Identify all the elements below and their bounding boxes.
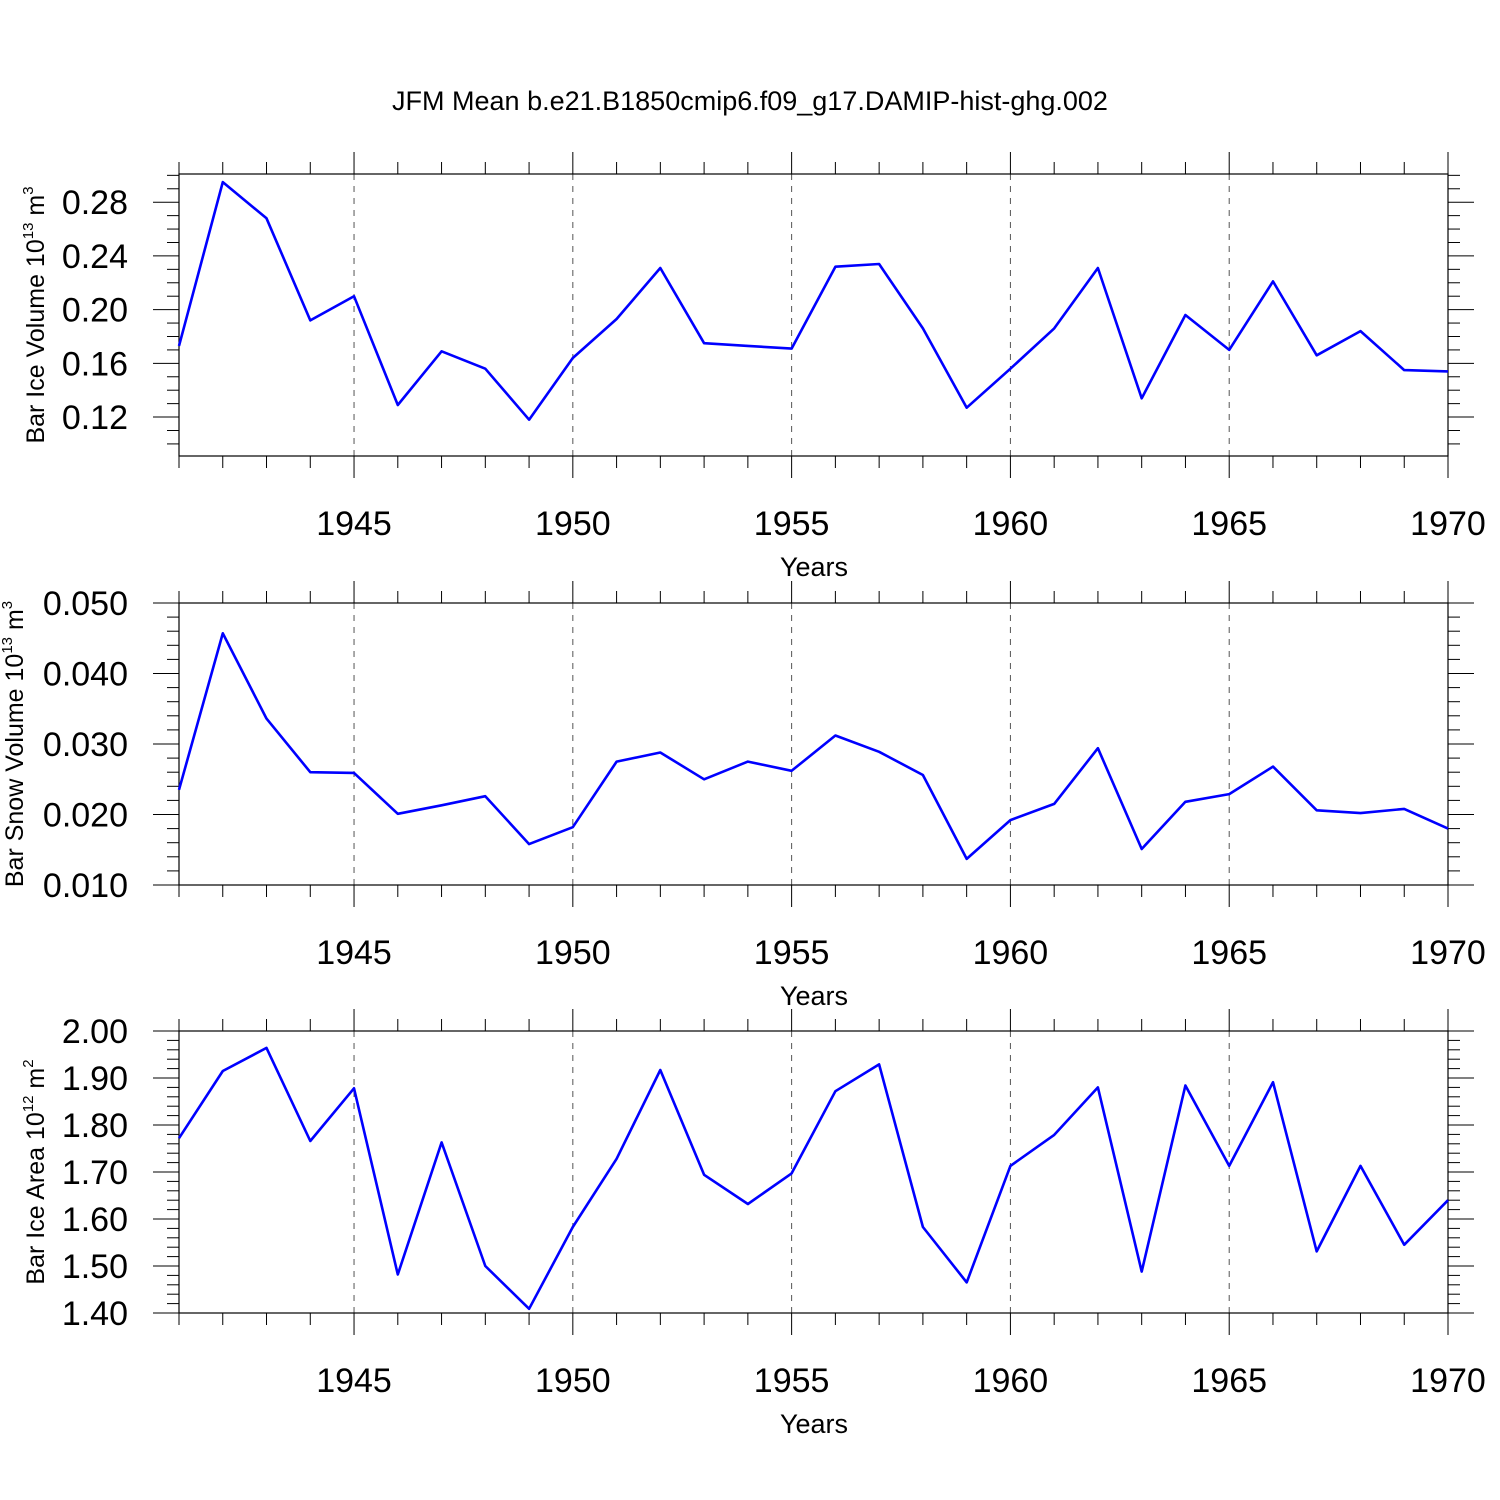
y-axis-label: Bar Snow Volume 1013 m3 [0, 601, 29, 887]
x-tick-label: 1945 [316, 505, 392, 543]
y-axis-label-part: m [22, 1068, 50, 1096]
y-tick-label: 0.020 [43, 797, 128, 835]
y-tick-label: 1.60 [62, 1201, 128, 1239]
plot-frame [178, 1030, 1449, 1314]
x-tick-label: 1955 [754, 1362, 830, 1400]
y-axis-label-superscript: 13 [0, 637, 16, 654]
y-axis-label-superscript: 2 [20, 1059, 37, 1067]
panel-2: 0.010 0.020 0.030 0.040 0.050 1945 1950 1955 196… [0, 581, 1486, 1011]
y-tick-label: 0.030 [43, 726, 128, 764]
y-axis-label: Bar Ice Volume 1013 m3 [20, 186, 50, 443]
y-axis-label-superscript: 12 [20, 1096, 37, 1113]
y-tick-label: 1.80 [62, 1107, 128, 1145]
x-tick-label: 1955 [754, 505, 830, 543]
y-axis-label-part: Bar Snow Volume 10 [1, 654, 29, 887]
plot-frame [178, 602, 1449, 886]
y-tick-label: 0.28 [62, 184, 128, 222]
plot-frame [178, 173, 1449, 457]
series-line [177, 180, 1449, 422]
y-axis-label-part: Bar Ice Area 10 [22, 1112, 50, 1284]
x-tick-label: 1960 [973, 1362, 1049, 1400]
y-tick-label: 1.40 [62, 1295, 128, 1333]
panel-3: 1.40 1.50 1.60 1.70 1.80 1.90 2.00 1945 1950 1955… [20, 1009, 1486, 1439]
y-tick-label: 0.16 [62, 345, 128, 383]
x-tick-label: 1960 [973, 505, 1049, 543]
panel-1: 0.12 0.16 0.20 0.24 0.28 1945 1950 1955 1960 1965… [20, 152, 1486, 582]
y-tick-label: 1.90 [62, 1060, 128, 1098]
series-line [177, 631, 1449, 861]
x-tick-label: 1950 [535, 505, 611, 543]
x-tick-label: 1945 [316, 1362, 392, 1400]
x-tick-label: 1965 [1191, 934, 1267, 972]
y-tick-label: 1.50 [62, 1248, 128, 1286]
x-axis-label: Years [780, 981, 848, 1011]
y-axis-label-superscript: 3 [0, 601, 16, 609]
y-tick-label: 2.00 [62, 1013, 128, 1051]
y-axis-label-part: m [1, 609, 29, 637]
chart-title: JFM Mean b.e21.B1850cmip6.f09_g17.DAMIP-… [392, 86, 1108, 116]
x-tick-label: 1970 [1410, 505, 1486, 543]
y-axis-label-part: Bar Ice Volume 10 [22, 239, 50, 443]
x-tick-label: 1950 [535, 1362, 611, 1400]
y-tick-label: 0.050 [43, 585, 128, 623]
x-tick-label: 1955 [754, 934, 830, 972]
y-axis-label-part: m [22, 195, 50, 223]
series-line [177, 1046, 1449, 1311]
y-tick-label: 0.24 [62, 238, 128, 276]
x-tick-label: 1970 [1410, 1362, 1486, 1400]
y-tick-label: 1.70 [62, 1154, 128, 1192]
y-axis-label-superscript: 13 [20, 223, 37, 240]
x-tick-label: 1965 [1191, 1362, 1267, 1400]
x-tick-label: 1965 [1191, 505, 1267, 543]
x-tick-label: 1950 [535, 934, 611, 972]
x-tick-label: 1960 [973, 934, 1049, 972]
x-axis-label: Years [780, 552, 848, 582]
y-tick-label: 0.040 [43, 656, 128, 694]
y-axis-label-superscript: 3 [20, 186, 37, 194]
y-tick-label: 0.010 [43, 867, 128, 905]
y-tick-label: 0.20 [62, 292, 128, 330]
x-tick-label: 1970 [1410, 934, 1486, 972]
y-tick-label: 0.12 [62, 399, 128, 437]
x-axis-label: Years [780, 1409, 848, 1439]
y-axis-label: Bar Ice Area 1012 m2 [20, 1059, 50, 1284]
x-tick-label: 1945 [316, 934, 392, 972]
